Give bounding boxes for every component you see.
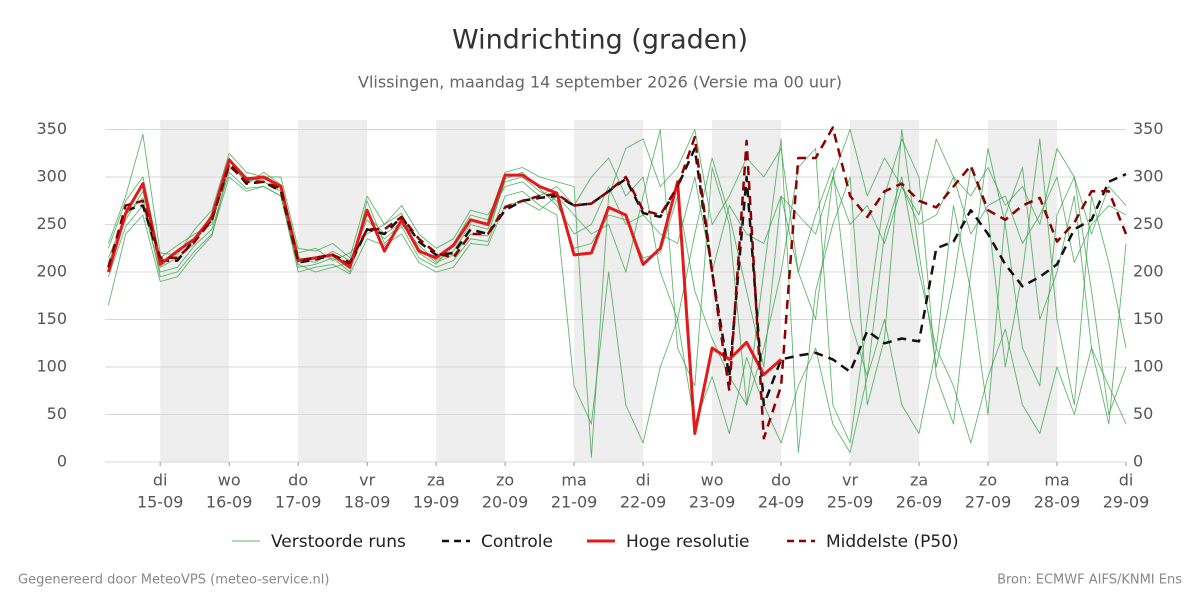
x-tick-weekday: zo xyxy=(979,471,997,490)
series-line xyxy=(107,126,1128,440)
x-tick-label: 20-09 xyxy=(482,493,529,512)
footer-right: Bron: ECMWF AIFS/KNMI Ens xyxy=(997,573,1182,588)
legend-label: Verstoorde runs xyxy=(271,532,406,552)
footer-left: Gegenereerd door MeteoVPS (meteo-service… xyxy=(18,573,329,588)
day-band xyxy=(298,120,368,462)
series-line xyxy=(107,147,1127,407)
chart-subtitle: Vlissingen, maandag 14 september 2026 (V… xyxy=(358,73,842,92)
legend-label: Middelste (P50) xyxy=(826,532,959,552)
x-tick-weekday: ma xyxy=(561,471,586,490)
x-tick-label: 22-09 xyxy=(620,493,667,512)
y-tick-label: 50 xyxy=(47,404,67,423)
legend-label: Controle xyxy=(481,532,553,552)
x-tick-weekday: wo xyxy=(701,471,724,490)
y2-tick-label: 150 xyxy=(1133,309,1164,328)
x-tick-weekday: di xyxy=(153,471,168,490)
y-tick-label: 0 xyxy=(57,452,67,471)
x-tick-label: 21-09 xyxy=(551,493,598,512)
y2-tick-label: 200 xyxy=(1133,262,1164,281)
y-tick-label: 300 xyxy=(36,167,67,186)
x-tick-label: 29-09 xyxy=(1103,493,1150,512)
series-line xyxy=(107,133,1127,425)
day-band xyxy=(160,120,230,462)
x-tick-weekday: za xyxy=(910,471,928,490)
y-tick-label: 150 xyxy=(36,309,67,328)
day-band xyxy=(574,120,644,462)
x-tick-label: 26-09 xyxy=(896,493,943,512)
chart-title: Windrichting (graden) xyxy=(452,25,748,56)
x-tick-weekday: vr xyxy=(359,471,375,490)
x-tick-label: 27-09 xyxy=(965,493,1012,512)
day-band xyxy=(850,120,920,462)
y-tick-label: 100 xyxy=(36,357,67,376)
y-tick-label: 200 xyxy=(36,262,67,281)
x-tick-label: 24-09 xyxy=(758,493,805,512)
x-tick-weekday: wo xyxy=(218,471,241,490)
y-tick-label: 250 xyxy=(36,214,67,233)
y2-tick-label: 50 xyxy=(1133,404,1153,423)
x-tick-weekday: do xyxy=(288,471,308,490)
y-tick-label: 350 xyxy=(36,119,67,138)
series-line xyxy=(107,129,1127,453)
x-tick-weekday: di xyxy=(636,471,651,490)
y2-tick-label: 0 xyxy=(1133,452,1143,471)
x-tick-weekday: ma xyxy=(1044,471,1069,490)
x-tick-label: 19-09 xyxy=(413,493,460,512)
x-tick-label: 18-09 xyxy=(344,493,391,512)
series-line xyxy=(107,129,1127,458)
y2-tick-label: 350 xyxy=(1133,119,1164,138)
x-tick-weekday: di xyxy=(1119,471,1134,490)
x-tick-weekday: zo xyxy=(496,471,514,490)
x-tick-label: 15-09 xyxy=(137,493,184,512)
y2-tick-label: 250 xyxy=(1133,214,1164,233)
day-band xyxy=(436,120,506,462)
x-tick-label: 25-09 xyxy=(827,493,874,512)
y2-tick-label: 300 xyxy=(1133,167,1164,186)
legend-label: Hoge resolutie xyxy=(626,532,750,552)
series-line xyxy=(106,158,783,435)
x-tick-weekday: do xyxy=(771,471,791,490)
x-tick-weekday: vr xyxy=(842,471,858,490)
x-tick-label: 23-09 xyxy=(689,493,736,512)
y2-tick-label: 100 xyxy=(1133,357,1164,376)
x-tick-label: 16-09 xyxy=(206,493,253,512)
x-tick-weekday: za xyxy=(427,471,445,490)
x-tick-label: 17-09 xyxy=(275,493,322,512)
series-line xyxy=(107,138,1127,444)
x-tick-label: 28-09 xyxy=(1034,493,1081,512)
